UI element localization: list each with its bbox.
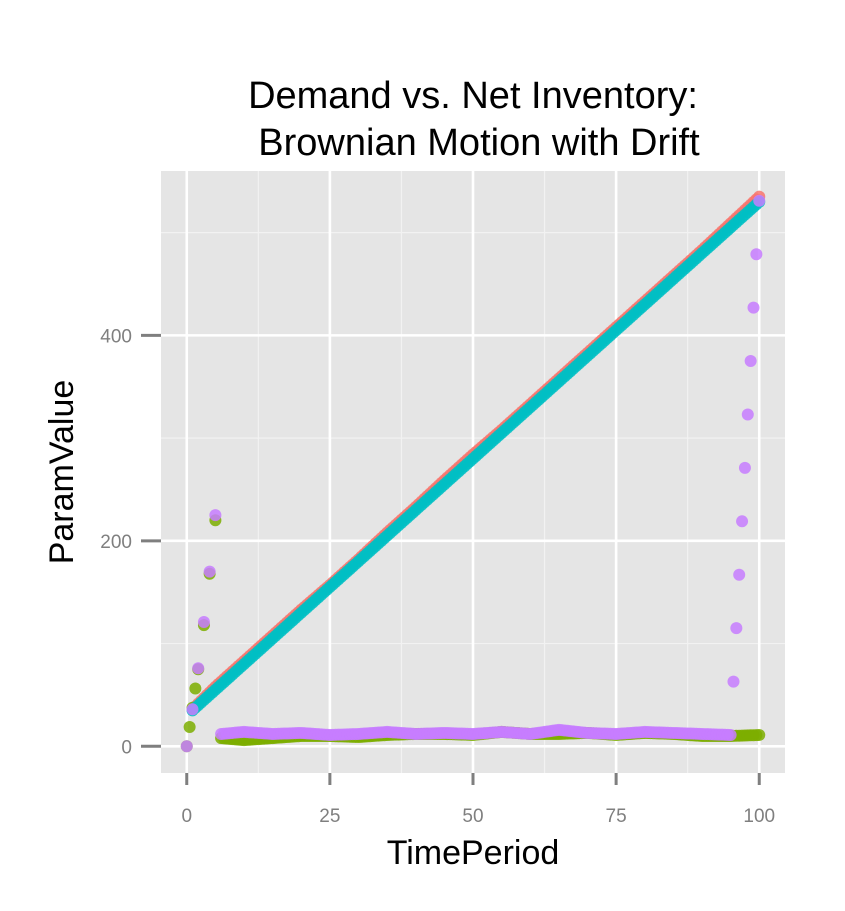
data-point [730,622,743,635]
data-point [741,408,754,421]
data-point [727,675,740,688]
data-point [186,703,199,716]
y-tick-label: 0 [121,737,132,758]
data-point [753,194,766,207]
data-point [203,565,216,578]
y-axis: 0 200 400 [100,326,161,758]
data-point [192,662,205,675]
data-point [183,721,196,734]
data-point [733,568,746,581]
x-tick-label: 0 [181,806,192,827]
x-axis: 0 25 50 75 100 [181,773,775,827]
data-point [189,682,202,695]
y-tick-label: 400 [100,326,132,347]
y-axis-title: ParamValue [43,380,81,565]
x-tick-label: 50 [462,806,483,827]
x-tick-label: 100 [743,806,775,827]
series-3 [186,195,766,717]
data-point [180,740,193,753]
data-point [753,728,766,741]
data-point [744,355,757,368]
series-4 [180,194,766,753]
x-axis-title: TimePeriod [387,834,560,872]
grid-major [161,171,785,773]
y-tick-label: 200 [100,532,132,553]
chart-title-line-1: Demand vs. Net Inventory: [248,75,698,117]
chart-title-line-2: Brownian Motion with Drift [258,122,700,164]
data-point [724,728,737,741]
data-point [736,515,749,528]
data-point [738,461,751,474]
series-layer [180,190,766,753]
data-point [209,509,222,522]
data-point [747,301,760,314]
chart-title: Demand vs. Net Inventory: Brownian Motio… [248,75,700,164]
data-point [197,615,210,628]
x-tick-label: 75 [606,806,627,827]
x-tick-label: 25 [319,806,340,827]
data-point [750,248,763,261]
